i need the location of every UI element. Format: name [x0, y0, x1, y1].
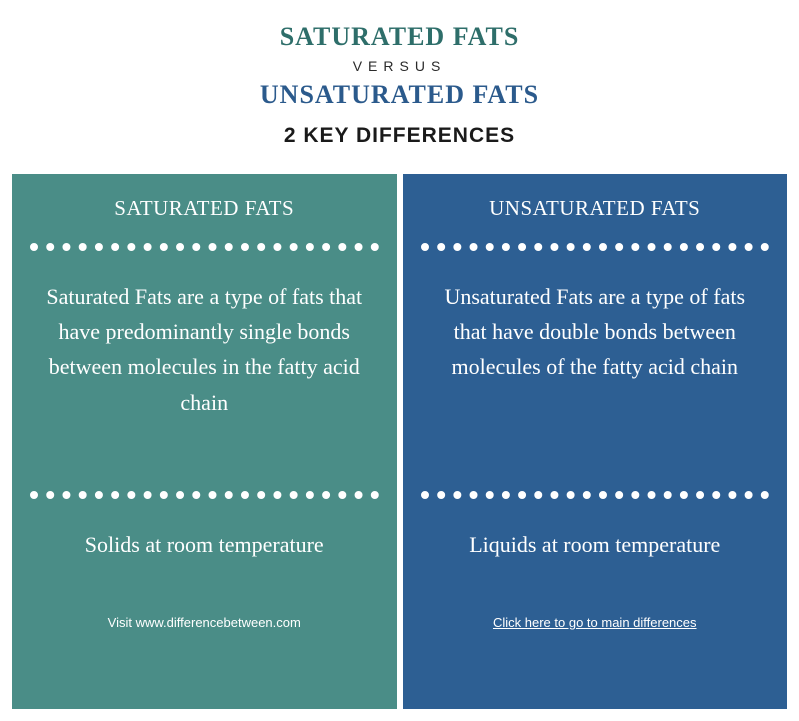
subtitle: 2 KEY DIFFERENCES: [0, 124, 799, 148]
column-unsaturated: UNSATURATED FATS Unsaturated Fats are a …: [403, 174, 788, 709]
header: SATURATED FATS VERSUS UNSATURATED FATS 2…: [0, 0, 799, 164]
title-saturated: SATURATED FATS: [0, 22, 799, 52]
footer-text-left: Visit www.differencebetween.com: [108, 615, 301, 630]
definition-left: Saturated Fats are a type of fats that h…: [12, 251, 397, 491]
divider: [421, 491, 770, 499]
divider: [30, 243, 379, 251]
column-saturated: SATURATED FATS Saturated Fats are a type…: [12, 174, 397, 709]
divider: [421, 243, 770, 251]
comparison-grid: SATURATED FATS Saturated Fats are a type…: [12, 174, 787, 709]
versus-label: VERSUS: [0, 58, 799, 74]
footer-link-right[interactable]: Click here to go to main differences: [493, 615, 697, 630]
definition-right: Unsaturated Fats are a type of fats that…: [403, 251, 788, 491]
column-heading-right: UNSATURATED FATS: [403, 174, 788, 243]
state-left: Solids at room temperature: [12, 499, 397, 599]
footer-left: Visit www.differencebetween.com: [12, 599, 397, 709]
state-right: Liquids at room temperature: [403, 499, 788, 599]
footer-right: Click here to go to main differences: [403, 599, 788, 709]
title-unsaturated: UNSATURATED FATS: [0, 80, 799, 110]
divider: [30, 491, 379, 499]
column-heading-left: SATURATED FATS: [12, 174, 397, 243]
